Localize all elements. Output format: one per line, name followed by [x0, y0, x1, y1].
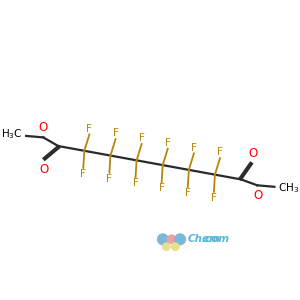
Text: F: F — [217, 147, 223, 158]
Text: .com: .com — [202, 234, 230, 244]
Text: F: F — [133, 178, 139, 188]
Text: F: F — [106, 174, 112, 184]
Text: Chem: Chem — [188, 234, 221, 244]
Text: O: O — [40, 163, 49, 176]
Text: CH$_3$: CH$_3$ — [278, 181, 299, 195]
Text: F: F — [191, 142, 197, 153]
Text: F: F — [185, 188, 191, 198]
Text: F: F — [86, 124, 92, 134]
Text: F: F — [139, 133, 145, 143]
Circle shape — [158, 234, 168, 244]
Text: F: F — [211, 193, 217, 202]
Text: O: O — [253, 189, 262, 202]
Circle shape — [172, 243, 179, 250]
Circle shape — [163, 243, 170, 250]
Text: O: O — [249, 147, 258, 160]
Text: H$_3$C: H$_3$C — [2, 128, 23, 142]
Text: F: F — [165, 138, 171, 148]
Text: F: F — [112, 128, 118, 138]
Circle shape — [175, 234, 185, 244]
Circle shape — [167, 235, 176, 244]
Text: F: F — [80, 169, 86, 179]
Text: F: F — [159, 183, 165, 193]
Text: O: O — [38, 121, 47, 134]
